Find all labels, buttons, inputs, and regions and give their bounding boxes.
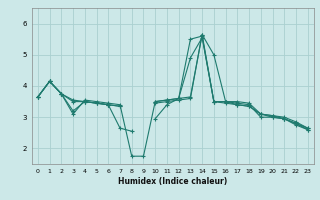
X-axis label: Humidex (Indice chaleur): Humidex (Indice chaleur): [118, 177, 228, 186]
